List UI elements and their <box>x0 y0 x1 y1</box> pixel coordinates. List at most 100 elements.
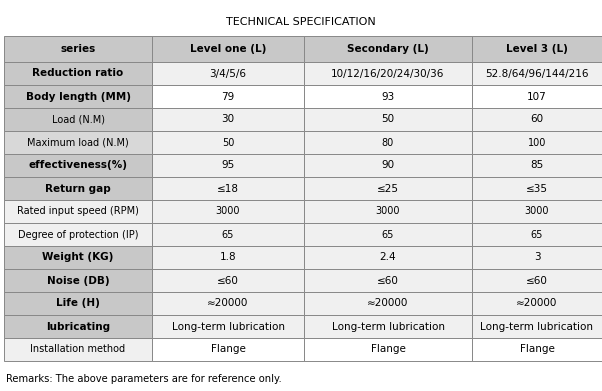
Text: Return gap: Return gap <box>45 183 111 194</box>
Bar <box>472 85 602 108</box>
Bar <box>4 315 152 338</box>
Bar <box>472 338 602 361</box>
Text: 50: 50 <box>222 138 234 147</box>
Bar <box>472 177 602 200</box>
Text: Noise (DB): Noise (DB) <box>47 276 110 285</box>
Bar <box>152 62 304 85</box>
Bar <box>4 108 152 131</box>
Text: 60: 60 <box>530 115 544 124</box>
Bar <box>472 154 602 177</box>
Text: 3/4/5/6: 3/4/5/6 <box>209 68 246 79</box>
Text: Flange: Flange <box>211 344 246 355</box>
Text: Long-term lubrication: Long-term lubrication <box>172 321 285 332</box>
Text: Life (H): Life (H) <box>56 298 100 308</box>
Text: Weight (KG): Weight (KG) <box>42 253 114 262</box>
Text: lubricating: lubricating <box>46 321 110 332</box>
Bar <box>304 177 472 200</box>
Text: 95: 95 <box>222 160 235 170</box>
Text: effectiveness(%): effectiveness(%) <box>28 160 128 170</box>
Bar <box>4 177 152 200</box>
Text: 107: 107 <box>527 91 547 102</box>
Text: series: series <box>60 44 96 54</box>
Bar <box>472 131 602 154</box>
Bar <box>304 85 472 108</box>
Bar <box>4 200 152 223</box>
Bar <box>472 269 602 292</box>
Text: Degree of protection (IP): Degree of protection (IP) <box>17 230 138 240</box>
Text: ≤60: ≤60 <box>217 276 239 285</box>
Text: 3000: 3000 <box>376 206 400 217</box>
Text: Long-term lubrication: Long-term lubrication <box>480 321 594 332</box>
Bar <box>4 246 152 269</box>
Bar <box>4 154 152 177</box>
Text: Remarks: The above parameters are for reference only.: Remarks: The above parameters are for re… <box>6 374 282 384</box>
Text: ≤60: ≤60 <box>526 276 548 285</box>
Bar <box>152 200 304 223</box>
Bar <box>304 200 472 223</box>
Bar <box>152 223 304 246</box>
Bar <box>152 315 304 338</box>
Text: 3: 3 <box>534 253 541 262</box>
Bar <box>472 223 602 246</box>
Text: Load (N.M): Load (N.M) <box>52 115 105 124</box>
Text: 85: 85 <box>530 160 544 170</box>
Bar <box>4 338 152 361</box>
Bar <box>304 154 472 177</box>
Bar <box>472 62 602 85</box>
Text: Reduction ratio: Reduction ratio <box>33 68 123 79</box>
Bar <box>152 154 304 177</box>
Bar <box>472 246 602 269</box>
Text: 2.4: 2.4 <box>380 253 396 262</box>
Bar <box>152 131 304 154</box>
Text: ≤60: ≤60 <box>377 276 399 285</box>
Text: Rated input speed (RPM): Rated input speed (RPM) <box>17 206 139 217</box>
Text: Body length (MM): Body length (MM) <box>25 91 131 102</box>
Text: 65: 65 <box>382 230 394 240</box>
Bar <box>304 131 472 154</box>
Text: 65: 65 <box>222 230 234 240</box>
Bar <box>304 223 472 246</box>
Bar <box>472 292 602 315</box>
Text: Maximum load (N.M): Maximum load (N.M) <box>27 138 129 147</box>
Text: 79: 79 <box>222 91 235 102</box>
Text: ≈20000: ≈20000 <box>207 298 249 308</box>
Bar <box>304 246 472 269</box>
Text: 3000: 3000 <box>216 206 240 217</box>
Bar <box>472 200 602 223</box>
Bar <box>152 246 304 269</box>
Text: 80: 80 <box>382 138 394 147</box>
Text: 52.8/64/96/144/216: 52.8/64/96/144/216 <box>485 68 589 79</box>
Bar <box>304 269 472 292</box>
Bar <box>4 292 152 315</box>
Text: ≤25: ≤25 <box>377 183 399 194</box>
Text: Flange: Flange <box>371 344 405 355</box>
Text: Flange: Flange <box>520 344 554 355</box>
Text: ≈20000: ≈20000 <box>517 298 557 308</box>
Bar <box>304 36 472 62</box>
Text: ≤35: ≤35 <box>526 183 548 194</box>
Bar <box>304 292 472 315</box>
Bar <box>152 292 304 315</box>
Bar <box>152 85 304 108</box>
Bar <box>4 62 152 85</box>
Text: 65: 65 <box>531 230 543 240</box>
Bar <box>4 36 152 62</box>
Text: Long-term lubrication: Long-term lubrication <box>332 321 444 332</box>
Bar <box>152 36 304 62</box>
Text: 50: 50 <box>382 115 394 124</box>
Bar <box>304 338 472 361</box>
Bar <box>304 62 472 85</box>
Text: Secondary (L): Secondary (L) <box>347 44 429 54</box>
Bar <box>472 315 602 338</box>
Bar <box>472 108 602 131</box>
Text: 93: 93 <box>382 91 395 102</box>
Text: 3000: 3000 <box>525 206 549 217</box>
Text: 1.8: 1.8 <box>220 253 237 262</box>
Bar <box>152 269 304 292</box>
Text: TECHNICAL SPECIFICATION: TECHNICAL SPECIFICATION <box>226 17 376 27</box>
Bar <box>304 108 472 131</box>
Bar <box>472 36 602 62</box>
Text: Level one (L): Level one (L) <box>190 44 266 54</box>
Text: ≈20000: ≈20000 <box>367 298 409 308</box>
Text: 10/12/16/20/24/30/36: 10/12/16/20/24/30/36 <box>331 68 445 79</box>
